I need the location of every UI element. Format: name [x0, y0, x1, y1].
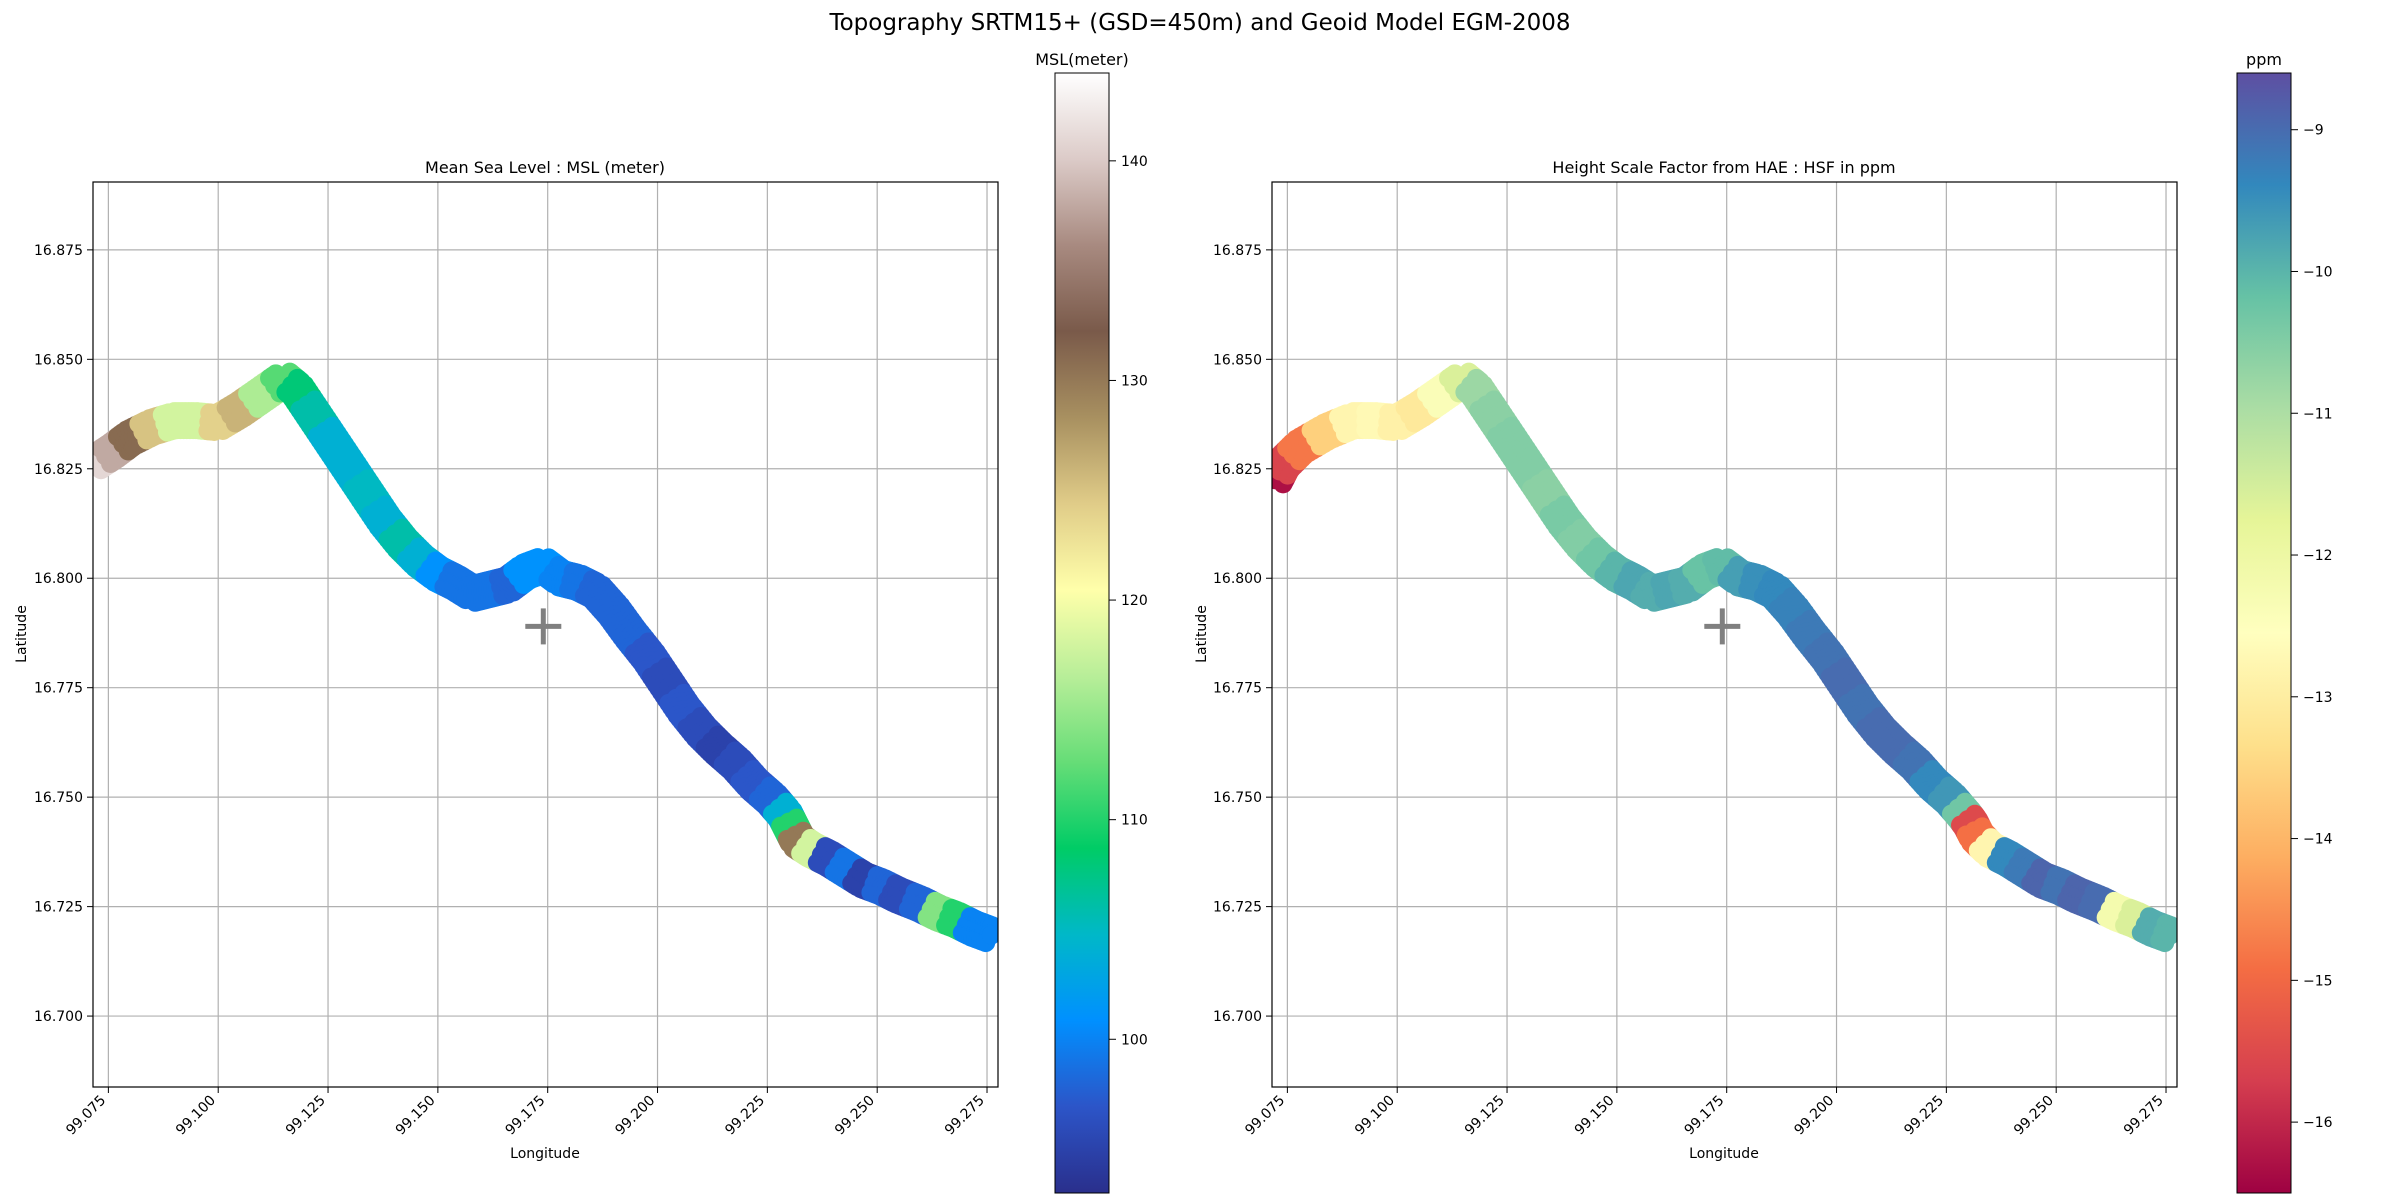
- hsf-colorbar: ppm −9 −10 −11 −12 −13 −14 −15 −16: [2236, 50, 2333, 1194]
- x-tick-label: 99.125: [1462, 1093, 1508, 1139]
- hsf-xlabel: Longitude: [1689, 1146, 1759, 1162]
- colorbar-tick-label: 110: [1121, 813, 1148, 829]
- y-tick-label: 16.775: [1213, 681, 1262, 697]
- msl-colorbar-ramp: [1054, 72, 1110, 1194]
- msl-colorbar: MSL(meter) 100 110 120 130 140: [1035, 50, 1148, 1194]
- x-tick-label: 99.200: [1791, 1093, 1837, 1139]
- hsf-panel-title: Height Scale Factor from HAE : HSF in pp…: [1552, 158, 1895, 177]
- colorbar-tick-label: −13: [2303, 690, 2333, 706]
- x-tick-label: 99.175: [503, 1093, 549, 1139]
- y-tick-label: 16.850: [1213, 352, 1262, 368]
- hsf-x-ticks: 99.075 99.100 99.125 99.150 99.175 99.200 99.2…: [1242, 1087, 2167, 1138]
- msl-center-marker: [525, 608, 562, 645]
- msl-x-ticks: 99.075 99.100 99.125 99.150 99.175 99.200 99.2…: [63, 1087, 988, 1138]
- hsf-scatter-points: [1272, 362, 2177, 953]
- hsf-y-ticks: 16.700 16.725 16.750 16.775 16.800 16.825 16.8…: [1213, 243, 1272, 1025]
- msl-panel: Mean Sea Level : MSL (meter) 99.075 99.10…: [14, 158, 999, 1162]
- colorbar-tick-label: −16: [2303, 1115, 2333, 1131]
- x-tick-label: 99.175: [1682, 1093, 1728, 1139]
- x-tick-label: 99.075: [1242, 1093, 1288, 1139]
- y-tick-label: 16.750: [1213, 790, 1262, 806]
- msl-colorbar-title: MSL(meter): [1035, 50, 1128, 69]
- msl-xlabel: Longitude: [510, 1146, 580, 1162]
- colorbar-tick-label: −12: [2303, 548, 2333, 564]
- hsf-ylabel: Latitude: [1194, 605, 1210, 663]
- x-tick-label: 99.275: [942, 1093, 988, 1139]
- scatter-point: [981, 925, 998, 945]
- hsf-colorbar-ticks: −9 −10 −11 −12 −13 −14 −15 −16: [2291, 123, 2333, 1131]
- x-tick-label: 99.150: [1572, 1093, 1618, 1139]
- msl-axes-frame: [92, 181, 999, 1088]
- y-tick-label: 16.825: [1213, 462, 1262, 478]
- x-tick-label: 99.150: [393, 1093, 439, 1139]
- hsf-colorbar-title: ppm: [2246, 50, 2282, 69]
- y-tick-label: 16.775: [34, 681, 83, 697]
- x-tick-label: 99.250: [832, 1093, 878, 1139]
- colorbar-tick-label: 120: [1121, 593, 1148, 609]
- x-tick-label: 99.200: [612, 1093, 658, 1139]
- y-tick-label: 16.850: [34, 352, 83, 368]
- colorbar-tick-label: −10: [2303, 264, 2333, 280]
- colorbar-tick-label: −9: [2303, 123, 2324, 139]
- scatter-point: [2160, 925, 2177, 945]
- hsf-axes-frame: [1271, 181, 2178, 1088]
- x-tick-label: 99.100: [173, 1093, 219, 1139]
- y-tick-label: 16.700: [34, 1009, 83, 1025]
- colorbar-tick-label: −11: [2303, 406, 2333, 422]
- y-tick-label: 16.725: [34, 900, 83, 916]
- x-tick-label: 99.075: [63, 1093, 109, 1139]
- y-tick-label: 16.800: [1213, 571, 1262, 587]
- y-tick-label: 16.750: [34, 790, 83, 806]
- figure-suptitle: Topography SRTM15+ (GSD=450m) and Geoid …: [828, 10, 1570, 36]
- x-tick-label: 99.125: [283, 1093, 329, 1139]
- y-tick-label: 16.875: [1213, 243, 1262, 259]
- msl-scatter-points: [93, 362, 998, 953]
- msl-panel-title: Mean Sea Level : MSL (meter): [425, 158, 665, 177]
- x-tick-label: 99.225: [722, 1093, 768, 1139]
- x-tick-label: 99.275: [2121, 1093, 2167, 1139]
- y-tick-label: 16.800: [34, 571, 83, 587]
- colorbar-tick-label: −15: [2303, 973, 2333, 989]
- x-tick-label: 99.100: [1352, 1093, 1398, 1139]
- x-tick-label: 99.250: [2011, 1093, 2057, 1139]
- msl-colorbar-ticks: 100 110 120 130 140: [1109, 154, 1148, 1048]
- colorbar-tick-label: 140: [1121, 154, 1148, 170]
- msl-ylabel: Latitude: [14, 605, 30, 663]
- msl-y-ticks: 16.700 16.725 16.750 16.775 16.800 16.825 16.8…: [34, 243, 93, 1025]
- y-tick-label: 16.700: [1213, 1009, 1262, 1025]
- y-tick-label: 16.875: [34, 243, 83, 259]
- hsf-panel: Height Scale Factor from HAE : HSF in pp…: [1194, 158, 2178, 1162]
- y-tick-label: 16.825: [34, 462, 83, 478]
- hsf-center-marker: [1704, 608, 1741, 645]
- colorbar-tick-label: −14: [2303, 832, 2333, 848]
- y-tick-label: 16.725: [1213, 900, 1262, 916]
- colorbar-tick-label: 100: [1121, 1032, 1148, 1048]
- colorbar-tick-label: 130: [1121, 373, 1148, 389]
- x-tick-label: 99.225: [1901, 1093, 1947, 1139]
- hsf-colorbar-ramp: [2236, 72, 2292, 1194]
